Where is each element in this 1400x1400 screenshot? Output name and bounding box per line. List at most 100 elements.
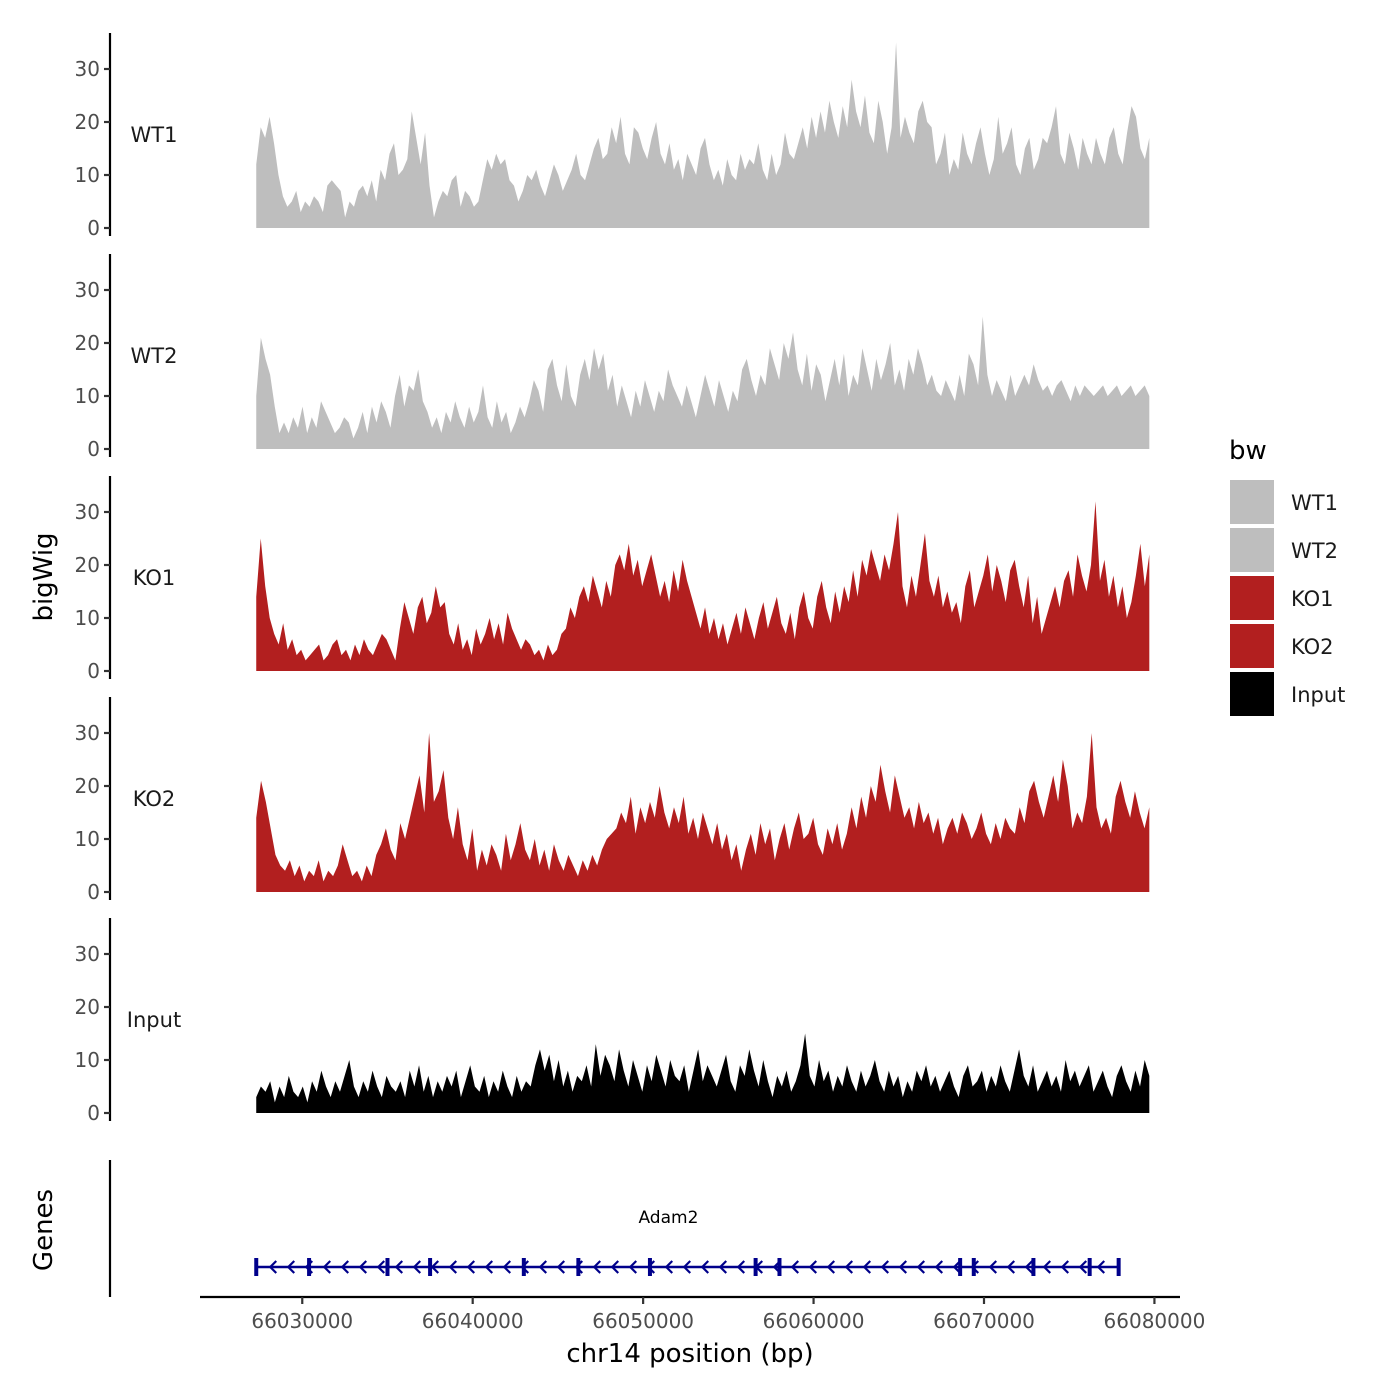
genes-axis-title: Genes [29, 1189, 59, 1271]
exon-mark [777, 1258, 782, 1276]
y-tick-label: 0 [87, 216, 100, 240]
gene-panel: Adam2 [108, 1160, 1121, 1297]
x-tick-label: 66060000 [763, 1309, 865, 1333]
legend-label: WT1 [1291, 491, 1338, 515]
strand-arrow [1042, 1260, 1052, 1274]
strand-arrow [430, 1260, 440, 1274]
x-tick-label: 66040000 [422, 1309, 524, 1333]
strand-arrow [304, 1260, 314, 1274]
legend-item-wt2: WT2 [1230, 528, 1338, 572]
y-tick-label: 10 [75, 606, 100, 630]
track-wt1: 0 10 20 30 WT1 [75, 33, 1150, 240]
strand-arrow [1078, 1260, 1088, 1274]
legend-item-wt1: WT1 [1230, 480, 1338, 524]
strand-arrow [520, 1260, 530, 1274]
y-tick-label: 10 [75, 827, 100, 851]
track-label: KO1 [133, 566, 176, 590]
strand-arrow [538, 1260, 548, 1274]
exon-mark [1116, 1258, 1121, 1276]
exon-mark [1031, 1258, 1036, 1276]
y-tick-label: 0 [87, 880, 100, 904]
strand-arrow [700, 1260, 710, 1274]
exon-mark [307, 1258, 312, 1276]
track-label: Input [127, 1008, 181, 1032]
exon-mark [647, 1258, 652, 1276]
x-tick-label: 66050000 [592, 1309, 694, 1333]
gene-model: Adam2 [254, 1208, 1121, 1276]
strand-arrow [682, 1260, 692, 1274]
track-label: WT2 [131, 344, 178, 368]
strand-arrow [988, 1260, 998, 1274]
signal-area-ko2 [256, 733, 1150, 892]
y-axis-title: bigWig [29, 532, 59, 621]
strand-arrow [322, 1260, 332, 1274]
y-tick-label: 10 [75, 1048, 100, 1072]
legend-swatch [1230, 576, 1274, 620]
track-input: 0 10 20 30 Input [75, 918, 1150, 1125]
exon-mark [428, 1258, 433, 1276]
strand-arrow [412, 1260, 422, 1274]
legend-swatch [1230, 480, 1274, 524]
y-tick-label: 20 [75, 995, 100, 1019]
strand-arrow [340, 1260, 350, 1274]
strand-arrow [916, 1260, 926, 1274]
strand-arrow [502, 1260, 512, 1274]
strand-arrow [574, 1260, 584, 1274]
x-tick-label: 66030000 [251, 1309, 353, 1333]
strand-arrow [394, 1260, 404, 1274]
strand-arrow [790, 1260, 800, 1274]
signal-area-ko1 [256, 501, 1150, 671]
exon-mark [254, 1258, 259, 1276]
strand-arrow [286, 1260, 296, 1274]
strand-arrow [718, 1260, 728, 1274]
strand-arrow [628, 1260, 638, 1274]
y-tick-label: 30 [75, 942, 100, 966]
x-axis-title: chr14 position (bp) [566, 1339, 813, 1369]
strand-arrow [772, 1260, 782, 1274]
x-axis: 66030000 66040000 66050000 66060000 66070000… [200, 1295, 1206, 1333]
strand-arrow [826, 1260, 836, 1274]
legend-label: KO1 [1291, 587, 1334, 611]
legend-label: WT2 [1291, 539, 1338, 563]
strand-arrow [466, 1260, 476, 1274]
x-tick-label: 66080000 [1104, 1309, 1206, 1333]
strand-arrow [484, 1260, 494, 1274]
y-tick-label: 0 [87, 1101, 100, 1125]
strand-arrow [646, 1260, 656, 1274]
strand-arrow [808, 1260, 818, 1274]
track-ko1: 0 10 20 30 KO1 [75, 476, 1150, 683]
signal-tracks: 0 10 20 30 WT1 0 10 20 30 WT2 0 10 20 30 KO1 0 10 20 30 KO2… [75, 33, 1150, 1125]
strand-arrow [556, 1260, 566, 1274]
legend-item-ko2: KO2 [1230, 624, 1334, 668]
signal-area-wt2 [256, 316, 1150, 449]
strand-arrow [664, 1260, 674, 1274]
y-tick-label: 20 [75, 774, 100, 798]
signal-area-input [256, 1033, 1150, 1113]
legend-item-ko1: KO1 [1230, 576, 1334, 620]
legend-label: Input [1291, 683, 1345, 707]
strand-arrow [844, 1260, 854, 1274]
signal-area-wt1 [256, 42, 1150, 228]
y-tick-label: 20 [75, 331, 100, 355]
y-tick-label: 20 [75, 110, 100, 134]
legend-title: bw [1229, 436, 1267, 466]
track-label: KO2 [133, 787, 176, 811]
track-ko2: 0 10 20 30 KO2 [75, 697, 1150, 904]
y-tick-label: 0 [87, 437, 100, 461]
y-tick-label: 20 [75, 553, 100, 577]
y-tick-label: 30 [75, 278, 100, 302]
exon-mark [521, 1258, 526, 1276]
exon-mark [1087, 1258, 1092, 1276]
strand-arrow [376, 1260, 386, 1274]
strand-arrow [1024, 1260, 1034, 1274]
strand-arrow [934, 1260, 944, 1274]
strand-arrow [610, 1260, 620, 1274]
strand-arrow [1006, 1260, 1016, 1274]
y-tick-label: 30 [75, 721, 100, 745]
y-tick-label: 0 [87, 659, 100, 683]
y-tick-label: 10 [75, 384, 100, 408]
strand-arrow [898, 1260, 908, 1274]
legend-swatch [1230, 528, 1274, 572]
track-label: WT1 [131, 123, 178, 147]
